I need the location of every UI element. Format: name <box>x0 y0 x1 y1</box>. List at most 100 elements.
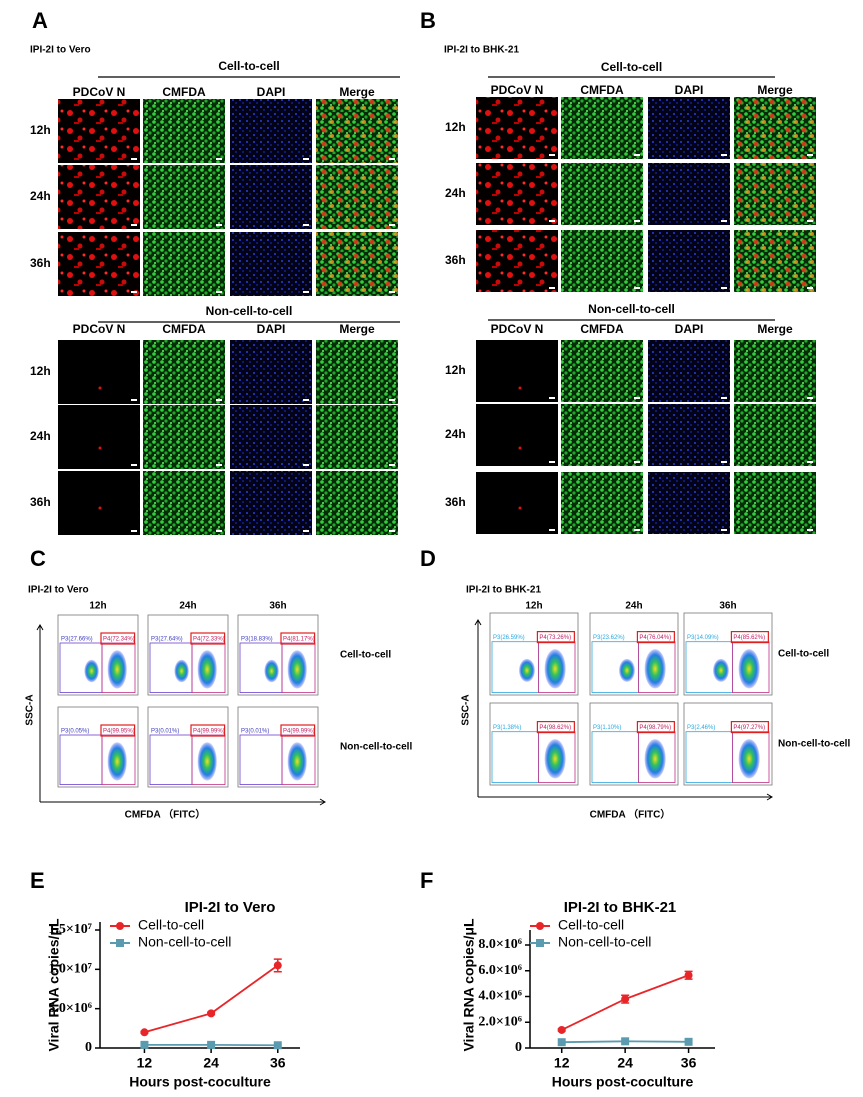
gate-label: P3(0.01%) <box>151 729 179 735</box>
micrograph <box>58 405 140 469</box>
column-header: 24h <box>625 601 642 612</box>
scale-bar <box>807 397 813 399</box>
micrograph <box>734 230 816 292</box>
x-tick-label: 36 <box>270 1055 286 1071</box>
column-header: PDCoV N <box>491 83 544 97</box>
scale-bar <box>721 220 727 222</box>
cell-cluster <box>619 658 635 682</box>
cell-cluster <box>107 650 127 689</box>
micrograph <box>561 340 643 402</box>
y-tick-label: 0 <box>515 1040 522 1055</box>
scale-bar <box>389 291 395 293</box>
gate-label: P4(76.04%) <box>639 635 671 641</box>
column-header: DAPI <box>675 322 704 336</box>
micrograph <box>58 340 140 404</box>
cell-cluster <box>197 742 217 781</box>
scale-bar <box>549 397 555 399</box>
gate-label: P4(73.26%) <box>539 635 571 641</box>
gate-highlight <box>536 630 575 644</box>
gate-p4 <box>538 641 576 693</box>
gate-p4 <box>638 731 676 783</box>
micrograph <box>230 232 312 296</box>
cell-cluster <box>713 658 729 682</box>
micrograph <box>734 472 816 534</box>
gate-highlight <box>730 630 769 644</box>
gate-p4 <box>191 642 226 693</box>
arrow <box>766 793 773 801</box>
gate-highlight <box>190 724 226 737</box>
cell-cluster <box>287 742 307 781</box>
gate-label: P4(98.62%) <box>539 725 571 731</box>
row-label: 12h <box>445 120 466 134</box>
gate-label: P3(1.10%) <box>593 725 621 731</box>
gate-highlight <box>190 632 226 645</box>
gate-label: P4(85.62%) <box>733 635 765 641</box>
column-header: Merge <box>757 322 793 336</box>
micrograph <box>476 97 558 159</box>
micrograph <box>230 99 312 163</box>
y-axis-label: SSC-A <box>25 694 36 725</box>
column-header: CMFDA <box>580 322 624 336</box>
data-point <box>621 995 630 1004</box>
row-label: Cell-to-cell <box>340 650 391 661</box>
micrograph <box>476 472 558 534</box>
row-label: 24h <box>30 189 51 203</box>
column-header: Merge <box>757 83 793 97</box>
micrograph <box>58 471 140 535</box>
scale-bar <box>216 399 222 401</box>
y-axis-label: SSC-A <box>461 694 472 725</box>
scale-bar <box>807 220 813 222</box>
scale-bar <box>549 529 555 531</box>
column-header: 24h <box>179 601 196 612</box>
x-tick-label: 12 <box>137 1055 153 1071</box>
gate-p4 <box>191 734 226 785</box>
cell-cluster <box>738 739 760 779</box>
data-point <box>684 971 693 980</box>
legend-marker <box>116 939 124 947</box>
micrograph <box>230 405 312 469</box>
row-label: 12h <box>445 363 466 377</box>
micrograph <box>648 230 730 292</box>
gate-highlight <box>636 630 675 644</box>
scale-bar <box>131 530 137 532</box>
legend-marker <box>116 922 124 930</box>
panel-subtitle: IPI-2I to Vero <box>30 45 91 56</box>
arrow <box>319 798 326 806</box>
scale-bar <box>807 287 813 289</box>
row-label: 24h <box>30 429 51 443</box>
micrograph <box>230 340 312 404</box>
data-point <box>557 1025 566 1034</box>
scale-bar <box>721 287 727 289</box>
micrograph <box>561 97 643 159</box>
row-label: 12h <box>30 123 51 137</box>
gate-label: P3(0.01%) <box>241 729 269 735</box>
micrograph <box>648 163 730 225</box>
scale-bar <box>389 224 395 226</box>
micrograph <box>648 97 730 159</box>
micrograph <box>561 404 643 466</box>
group-title: Cell-to-cell <box>218 59 279 73</box>
legend-marker <box>536 922 544 930</box>
gate-highlight <box>730 720 769 734</box>
scale-bar <box>807 461 813 463</box>
plot-frame <box>57 614 139 696</box>
scale-bar <box>303 224 309 226</box>
gate-label: P3(2.46%) <box>687 725 715 731</box>
y-tick-label: 0 <box>85 1040 92 1055</box>
x-tick-label: 24 <box>203 1055 219 1071</box>
gate-label: P3(18.83%) <box>241 637 273 643</box>
micrograph <box>143 232 225 296</box>
panel-letter: A <box>32 8 48 33</box>
scale-bar <box>389 399 395 401</box>
y-tick-label: 1.0×10⁷ <box>48 962 92 977</box>
scale-bar <box>634 220 640 222</box>
panel-subtitle: IPI-2I to BHK-21 <box>444 45 519 56</box>
column-header: 36h <box>269 601 286 612</box>
plot-frame <box>683 702 773 786</box>
row-label: 24h <box>445 186 466 200</box>
gate-p4 <box>101 642 136 693</box>
row-label: 36h <box>30 495 51 509</box>
gate-label: P4(72.33%) <box>193 637 225 643</box>
group-title: Non-cell-to-cell <box>588 302 675 316</box>
gate-p4 <box>538 731 576 783</box>
